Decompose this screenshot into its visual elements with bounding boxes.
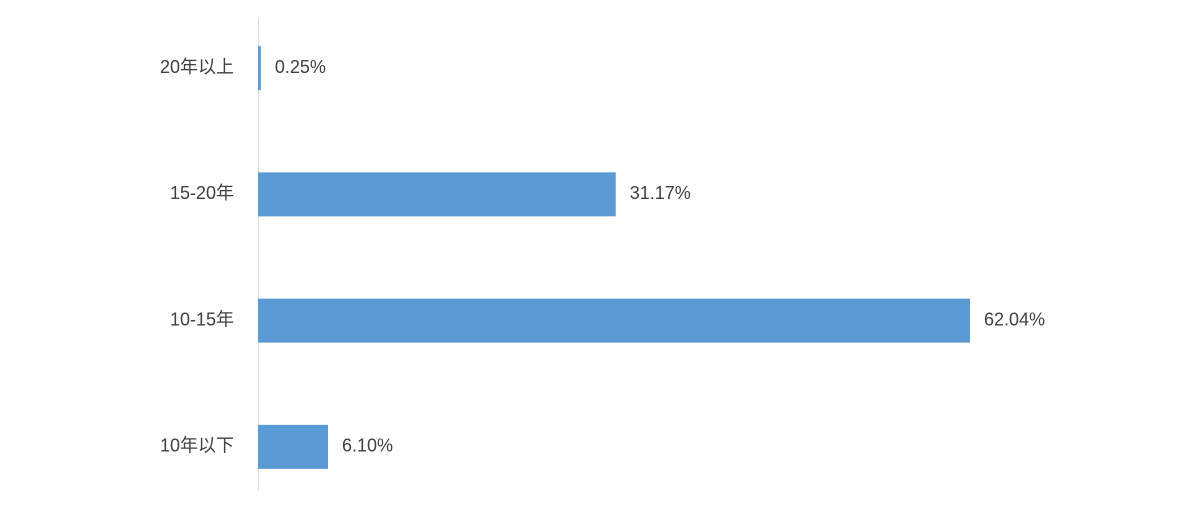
data-label: 6.10% <box>342 436 393 456</box>
bar <box>258 298 970 343</box>
y-tick-label: 10-15年 <box>170 309 234 329</box>
data-label: 0.25% <box>275 57 326 77</box>
bar <box>258 424 329 469</box>
bar <box>258 172 616 217</box>
y-tick-label: 20年以上 <box>160 57 234 77</box>
y-tick-label: 15-20年 <box>170 183 234 203</box>
y-tick-label: 10年以下 <box>160 436 234 456</box>
data-label: 31.17% <box>630 183 691 203</box>
bar <box>258 46 261 91</box>
data-label: 62.04% <box>984 309 1045 329</box>
